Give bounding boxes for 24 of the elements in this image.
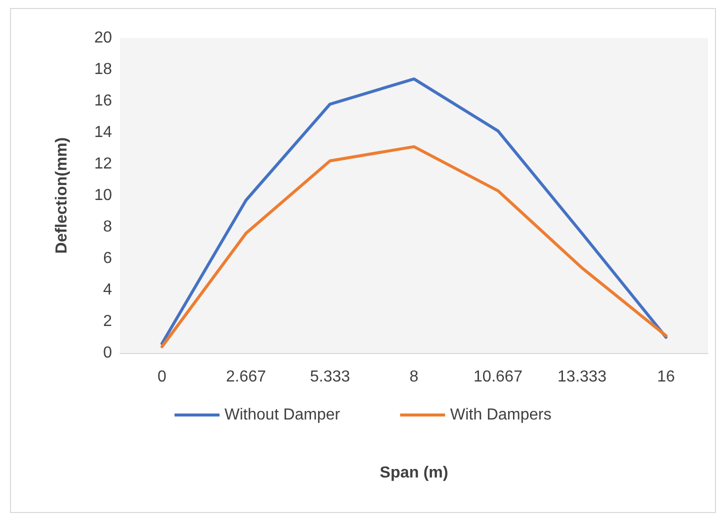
x-tick-label: 5.333 xyxy=(310,368,350,386)
legend-label: Without Damper xyxy=(224,406,341,424)
y-axis-title: Deflection(mm) xyxy=(54,137,70,254)
y-tick-label: 20 xyxy=(94,30,112,46)
y-tick-label: 0 xyxy=(103,344,112,362)
y-tick-label: 16 xyxy=(94,92,112,110)
line-series xyxy=(160,77,668,346)
y-tick-label: 14 xyxy=(94,124,112,141)
x-tick-label: 2.667 xyxy=(226,368,266,386)
x-tick-label: 13.333 xyxy=(558,368,607,386)
x-tick-label: 0 xyxy=(158,368,167,386)
y-tick-label: 2 xyxy=(103,313,112,330)
y-tick-label: 12 xyxy=(94,156,112,172)
y-tick-label: 8 xyxy=(103,218,112,236)
y-tick-label: 4 xyxy=(103,282,112,298)
legend-label: With Dampers xyxy=(450,406,552,424)
x-tick-label: 8 xyxy=(410,368,419,386)
y-tick-label: 10 xyxy=(94,187,112,204)
x-tick-label: 10.667 xyxy=(474,368,523,386)
line-series xyxy=(160,145,668,348)
x-tick-label: 16 xyxy=(657,368,675,386)
x-axis-title: Span (m) xyxy=(380,464,448,482)
y-tick-label: 6 xyxy=(103,250,112,267)
y-tick-label: 18 xyxy=(94,61,112,78)
